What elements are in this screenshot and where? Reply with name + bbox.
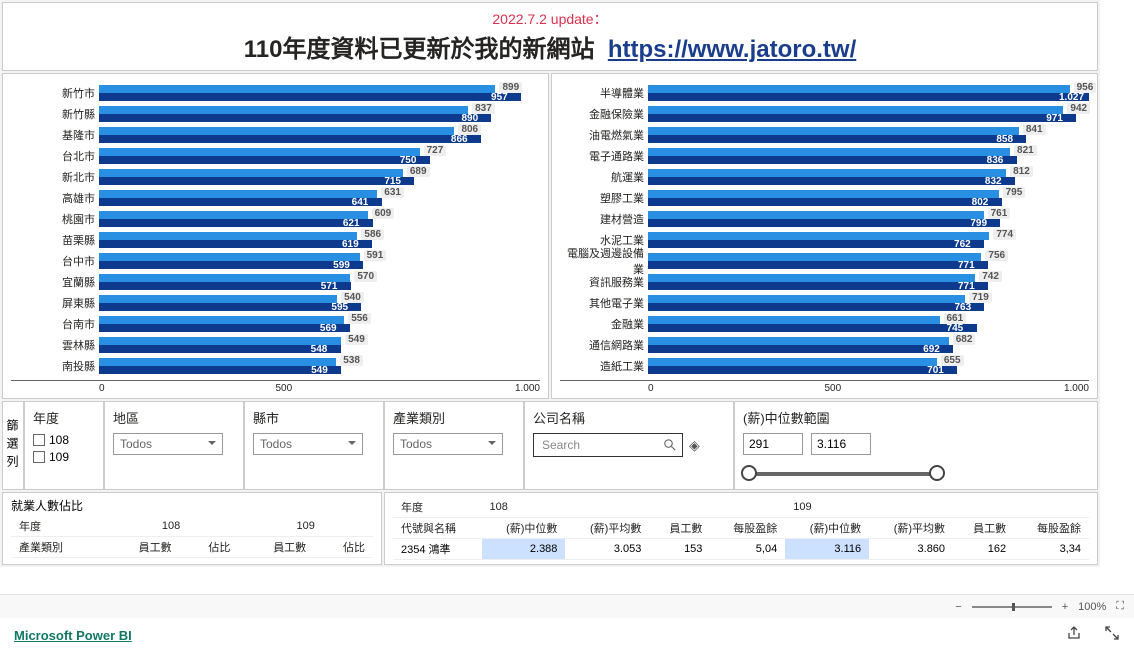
- bar-label: 高雄市: [11, 190, 99, 206]
- bar-label: 屏東縣: [11, 295, 99, 311]
- slider-thumb-min[interactable]: [741, 465, 757, 481]
- filter-county: 縣市 Todos: [244, 401, 384, 490]
- bar-label: 桃園市: [11, 211, 99, 227]
- bar-label: 通信網路業: [560, 337, 648, 353]
- filter-year: 年度 108 109: [24, 401, 104, 490]
- chart-by-industry[interactable]: 半導體業9561.027金融保險業942971油電燃氣業841858電子通路業8…: [551, 73, 1098, 399]
- bar-row[interactable]: 通信網路業682692: [560, 334, 1089, 355]
- bar-row[interactable]: 高雄市631641: [11, 187, 540, 208]
- footer: Microsoft Power BI: [0, 618, 1134, 652]
- bar-row[interactable]: 雲林縣549548: [11, 334, 540, 355]
- bar-label: 台北市: [11, 148, 99, 164]
- median-min-input[interactable]: [743, 433, 803, 455]
- chart-by-city[interactable]: 新竹市899957新竹縣837890基隆市806866台北市727750新北市6…: [2, 73, 549, 399]
- year-109-checkbox[interactable]: 109: [33, 450, 95, 464]
- zoom-level: 100%: [1078, 601, 1106, 613]
- bar-row[interactable]: 屏東縣540595: [11, 292, 540, 313]
- county-dropdown[interactable]: Todos: [253, 433, 363, 455]
- bar-row[interactable]: 造紙工業655701: [560, 355, 1089, 376]
- bar-label: 航運業: [560, 169, 648, 185]
- median-max-input[interactable]: [811, 433, 871, 455]
- bar-label: 油電燃氣業: [560, 127, 648, 143]
- share-icon[interactable]: [1066, 625, 1082, 645]
- bar-row[interactable]: 南投縣538549: [11, 355, 540, 376]
- bar-row[interactable]: 塑膠工業795802: [560, 187, 1089, 208]
- filter-side-label: 篩選列: [2, 401, 24, 490]
- fullscreen-icon[interactable]: [1104, 625, 1120, 645]
- bar-label: 宜蘭縣: [11, 274, 99, 290]
- update-notice: 2022.7.2 update：: [3, 9, 1097, 29]
- bar-label: 基隆市: [11, 127, 99, 143]
- search-icon: [664, 439, 676, 451]
- bar-row[interactable]: 新竹市899957: [11, 82, 540, 103]
- employment-share-table[interactable]: 就業人數佔比 年度 108 109 產業類別 員工數 佔比 員工數 佔比: [2, 492, 382, 565]
- bar-row[interactable]: 新北市689715: [11, 166, 540, 187]
- table-left-title: 就業人數佔比: [11, 497, 373, 514]
- year-108-checkbox[interactable]: 108: [33, 433, 95, 447]
- bar-row[interactable]: 油電燃氣業841858: [560, 124, 1089, 145]
- bar-row[interactable]: 宜蘭縣570571: [11, 271, 540, 292]
- status-bar: − + 100% ⛶: [0, 594, 1134, 618]
- filter-industry: 產業類別 Todos: [384, 401, 524, 490]
- bar-label: 建材營造: [560, 211, 648, 227]
- company-search-input[interactable]: Search: [533, 433, 683, 457]
- eraser-icon[interactable]: ◈: [689, 437, 700, 454]
- header-panel: 2022.7.2 update： 110年度資料已更新於我的新網站 https:…: [2, 2, 1098, 71]
- bar-label: 造紙工業: [560, 358, 648, 374]
- chart-right-axis: 0 500 1.000: [560, 380, 1089, 394]
- bar-row[interactable]: 基隆市806866: [11, 124, 540, 145]
- bar-label: 台中市: [11, 253, 99, 269]
- bar-row[interactable]: 半導體業9561.027: [560, 82, 1089, 103]
- bar-row[interactable]: 苗栗縣586619: [11, 229, 540, 250]
- powerbi-brand-link[interactable]: Microsoft Power BI: [14, 628, 132, 643]
- region-dropdown[interactable]: Todos: [113, 433, 223, 455]
- zoom-out-button[interactable]: −: [955, 601, 961, 613]
- bar-row[interactable]: 電腦及週邊設備業756771: [560, 250, 1089, 271]
- chart-left-axis: 0 500 1.000: [11, 380, 540, 394]
- company-detail-table[interactable]: 年度 108 109 代號與名稱 (薪)中位數 (薪)平均數 員工數 每股盈餘 …: [384, 492, 1098, 565]
- bar-row[interactable]: 其他電子業719763: [560, 292, 1089, 313]
- bar-label: 其他電子業: [560, 295, 648, 311]
- median-slider[interactable]: [743, 463, 943, 483]
- bar-row[interactable]: 金融保險業942971: [560, 103, 1089, 124]
- bar-label: 雲林縣: [11, 337, 99, 353]
- bar-label: 南投縣: [11, 358, 99, 374]
- bar-label: 半導體業: [560, 85, 648, 101]
- industry-dropdown[interactable]: Todos: [393, 433, 503, 455]
- bar-label: 塑膠工業: [560, 190, 648, 206]
- table-row[interactable]: 2354 鴻準 2.388 3.053 153 5,04 3.116 3.860…: [393, 539, 1089, 560]
- bar-label: 新北市: [11, 169, 99, 185]
- header-title: 110年度資料已更新於我的新網站 https://www.jatoro.tw/: [3, 29, 1097, 64]
- bar-label: 金融保險業: [560, 106, 648, 122]
- bar-label: 資訊服務業: [560, 274, 648, 290]
- bar-row[interactable]: 新竹縣837890: [11, 103, 540, 124]
- bar-row[interactable]: 資訊服務業742771: [560, 271, 1089, 292]
- bar-row[interactable]: 建材營造761799: [560, 208, 1089, 229]
- filter-company: 公司名稱 Search ◈: [524, 401, 734, 490]
- bar-row[interactable]: 桃園市609621: [11, 208, 540, 229]
- slider-thumb-max[interactable]: [929, 465, 945, 481]
- bar-label: 台南市: [11, 316, 99, 332]
- bar-row[interactable]: 金融業661745: [560, 313, 1089, 334]
- bar-label: 電子通路業: [560, 148, 648, 164]
- filter-region: 地區 Todos: [104, 401, 244, 490]
- bar-row[interactable]: 台北市727750: [11, 145, 540, 166]
- filter-row: 篩選列 年度 108 109 地區 Todos 縣市 Todos 產業類別 To…: [2, 401, 1098, 490]
- bar-label: 新竹市: [11, 85, 99, 101]
- fit-page-icon[interactable]: ⛶: [1116, 600, 1124, 613]
- bar-row[interactable]: 電子通路業821836: [560, 145, 1089, 166]
- header-link[interactable]: https://www.jatoro.tw/: [608, 36, 856, 63]
- bar-label: 金融業: [560, 316, 648, 332]
- bar-row[interactable]: 航運業812832: [560, 166, 1089, 187]
- filter-median-range: (薪)中位數範圍: [734, 401, 1098, 490]
- bar-row[interactable]: 台南市556569: [11, 313, 540, 334]
- bar-row[interactable]: 台中市591599: [11, 250, 540, 271]
- bar-label: 苗栗縣: [11, 232, 99, 248]
- bar-label: 新竹縣: [11, 106, 99, 122]
- zoom-in-button[interactable]: +: [1062, 601, 1068, 613]
- zoom-slider[interactable]: [972, 606, 1052, 608]
